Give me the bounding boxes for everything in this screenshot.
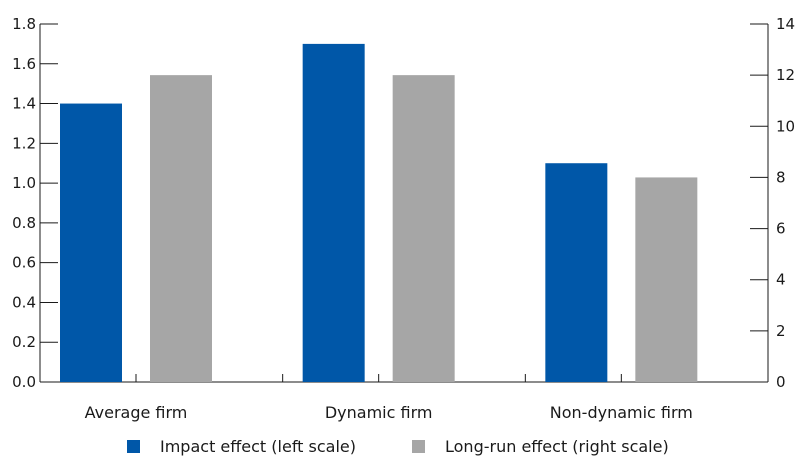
left-tick-label: 0.0 [12, 373, 36, 391]
bar-long-run-effect [635, 177, 698, 382]
category-label: Average firm [85, 403, 188, 422]
right-tick-label: 8 [776, 168, 786, 186]
right-tick-label: 2 [776, 322, 786, 340]
bar-impact-effect [302, 43, 365, 383]
legend: Impact effect (left scale) Long-run effec… [127, 437, 669, 456]
left-tick-label: 1.6 [12, 55, 36, 73]
left-tick-label: 0.6 [12, 254, 36, 272]
legend-swatch [412, 440, 425, 453]
labels-layer: 0.0 0.2 0.4 0.6 0.8 1.0 1.2 1.4 1.6 1.8 0 2 4 6 8 10 12 1… [12, 15, 795, 422]
right-tick-label: 12 [776, 66, 795, 84]
bar-impact-effect [60, 103, 122, 383]
category-label: Dynamic firm [325, 403, 433, 422]
right-tick-label: 6 [776, 220, 786, 238]
left-tick-label: 1.4 [12, 95, 36, 113]
right-tick-label: 4 [776, 271, 786, 289]
left-tick-label: 1.8 [12, 15, 36, 33]
legend-swatch [127, 440, 140, 453]
legend-label: Impact effect (left scale) [160, 437, 356, 456]
right-tick-label: 10 [776, 117, 795, 135]
left-tick-label: 0.8 [12, 214, 36, 232]
left-tick-label: 0.4 [12, 293, 36, 311]
bar-long-run-effect [150, 75, 212, 383]
bar-long-run-effect [392, 75, 455, 383]
legend-label: Long-run effect (right scale) [445, 437, 669, 456]
right-tick-label: 14 [776, 15, 795, 33]
left-tick-label: 1.2 [12, 134, 36, 152]
left-tick-label: 1.0 [12, 174, 36, 192]
category-label: Non-dynamic firm [550, 403, 693, 422]
bar-impact-effect [545, 163, 608, 382]
bars-layer [60, 43, 698, 383]
right-tick-label: 0 [776, 373, 786, 391]
left-tick-label: 0.2 [12, 333, 36, 351]
